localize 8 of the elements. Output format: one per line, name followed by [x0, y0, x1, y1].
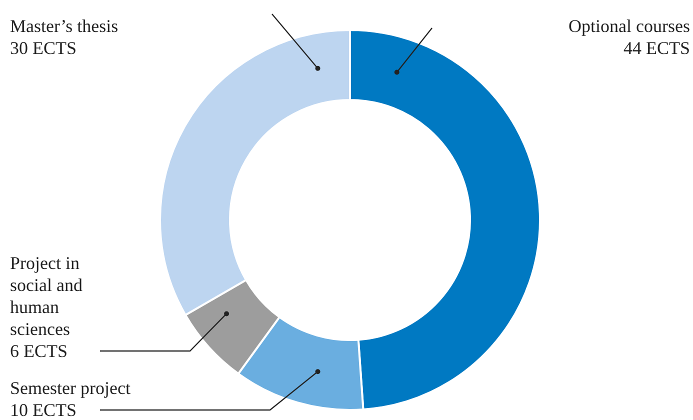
- data-label: 6 ECTS: [10, 341, 68, 361]
- slice-label: Project in social and human sciences: [10, 253, 82, 339]
- slice-label: Master’s thesis: [10, 16, 118, 36]
- data-label: 30 ECTS: [10, 38, 77, 58]
- slice-label: Semester project: [10, 378, 130, 398]
- slice-label: Optional courses: [568, 16, 690, 36]
- data-label: 44 ECTS: [623, 38, 690, 58]
- data-label: 10 ECTS: [10, 400, 77, 420]
